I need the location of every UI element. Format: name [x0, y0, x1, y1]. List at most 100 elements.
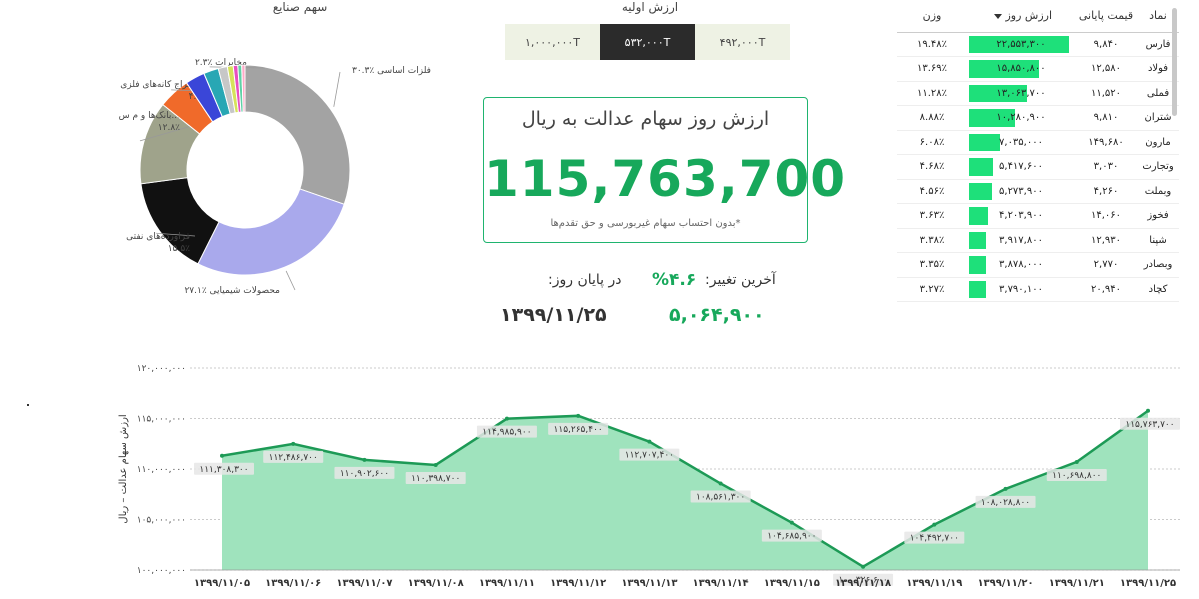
data-point[interactable]: [861, 564, 866, 569]
donut-slice[interactable]: [244, 64, 351, 205]
data-point[interactable]: [362, 457, 367, 462]
donut-leader-line: [333, 71, 341, 107]
data-label-bg: [975, 495, 1036, 508]
row-weight: ۱۹.۴۸٪: [897, 32, 967, 57]
table-row[interactable]: وتجارت ۳,۰۳۰ ۵,۴۱۷,۶۰۰ ۴.۶۸٪: [897, 154, 1179, 180]
data-point[interactable]: [1003, 486, 1008, 491]
table-row[interactable]: وبصادر ۲,۷۷۰ ۳,۸۷۸,۰۰۰ ۳.۳۵٪: [897, 252, 1179, 278]
data-label-bg: [263, 450, 324, 463]
row-price: ۱۲,۵۸۰: [1075, 56, 1137, 82]
initial-value-selector: ۱,۰۰۰,۰۰۰T ۵۳۲,۰۰۰T ۴۹۲,۰۰۰T: [505, 24, 790, 60]
donut-slice-label: فراورده‌های نفتی: [126, 232, 190, 242]
table-row[interactable]: مارون ۱۴۹,۶۸۰ ۷,۰۳۵,۰۰۰ ۶.۰۸٪: [897, 130, 1179, 155]
row-value-bar: [969, 60, 1040, 78]
row-price: ۱۱,۵۲۰: [1075, 81, 1137, 106]
header-price[interactable]: قیمت پایانی: [1075, 0, 1137, 33]
row-price: ۳,۰۳۰: [1075, 154, 1137, 180]
row-symbol: وبصادر: [1137, 252, 1179, 278]
row-weight: ۴.۵۶٪: [897, 179, 967, 204]
x-tick-label: ۱۳۹۹/۱۱/۰۶: [265, 578, 321, 589]
table-row[interactable]: فخوز ۱۴,۰۶۰ ۴,۲۰۳,۹۰۰ ۳.۶۳٪: [897, 203, 1179, 229]
row-value: ۳,۸۷۸,۰۰۰: [967, 252, 1075, 278]
data-point[interactable]: [291, 441, 296, 446]
header-weight[interactable]: وزن: [897, 0, 967, 33]
table-row[interactable]: فارس ۹,۸۴۰ ۲۲,۵۵۳,۳۰۰ ۱۹.۴۸٪: [897, 32, 1179, 57]
initial-value-option-492000[interactable]: ۴۹۲,۰۰۰T: [695, 24, 790, 60]
row-symbol: مارون: [1137, 130, 1179, 155]
table-row[interactable]: وبملت ۴,۲۶۰ ۵,۲۷۳,۹۰۰ ۴.۵۶٪: [897, 179, 1179, 204]
row-value: ۱۳,۰۶۳,۷۰۰: [967, 81, 1075, 106]
table-row[interactable]: فولاد ۱۲,۵۸۰ ۱۵,۸۵۰,۸۰۰ ۱۳.۶۹٪: [897, 56, 1179, 82]
y-axis-title: ارزش سهام عدالت – ریال: [118, 414, 129, 523]
donut-leader-line: [139, 124, 196, 142]
fund-value-area-chart: ۱۰۰,۰۰۰,۰۰۰ ۱۰۵,۰۰۰,۰۰۰ ۱۱۰,۰۰۰,۰۰۰ ۱۱۵,۰۰۰…: [118, 364, 1180, 589]
kpi-note: *بدون احتساب سهام غیربورسی و حق تقدم‌ها: [550, 218, 741, 229]
table-row[interactable]: شپنا ۱۲,۹۳۰ ۳,۹۱۷,۸۰۰ ۳.۳۸٪: [897, 228, 1179, 253]
data-point[interactable]: [504, 416, 509, 421]
header-value[interactable]: ارزش روز: [967, 0, 1075, 33]
data-label-bg: [548, 422, 609, 435]
row-symbol: وتجارت: [1137, 154, 1179, 180]
x-tick-label: ۱۳۹۹/۱۱/۱۴: [693, 578, 749, 589]
row-value-bar: [969, 35, 1069, 53]
row-value: ۱۵,۸۵۰,۸۰۰: [967, 56, 1075, 82]
data-point[interactable]: [718, 481, 723, 486]
data-label: ۱۱۲,۷۰۷,۴۰۰: [625, 451, 674, 461]
end-of-day-value: ۵,۰۶۴,۹۰۰: [669, 304, 765, 326]
row-value-label: ۳,۹۱۷,۸۰۰: [999, 234, 1043, 246]
table-row[interactable]: شتران ۹,۸۱۰ ۱۰,۲۸۰,۹۰۰ ۸.۸۸٪: [897, 105, 1179, 131]
data-point[interactable]: [789, 520, 794, 525]
data-label-bg: [405, 471, 466, 484]
data-label-bg: [904, 531, 965, 544]
row-value: ۷,۰۳۵,۰۰۰: [967, 130, 1075, 155]
y-tick-label: ۱۰۰,۰۰۰,۰۰۰: [137, 566, 186, 576]
header-value-label: ارزش روز: [1005, 9, 1053, 23]
donut-slice[interactable]: [241, 64, 246, 113]
data-label: ۱۱۱,۳۰۸,۳۰۰: [199, 465, 248, 475]
row-value-label: ۷,۰۳۵,۰۰۰: [999, 136, 1043, 148]
last-change-label: آخرین تغییر:: [705, 272, 776, 288]
row-weight: ۱۱.۲۸٪: [897, 81, 967, 106]
table-scrollbar[interactable]: [1172, 8, 1177, 116]
row-weight: ۳.۳۵٪: [897, 252, 967, 278]
x-tick-label: ۱۳۹۹/۱۱/۲۰: [977, 578, 1033, 589]
row-price: ۴,۲۶۰: [1075, 179, 1137, 204]
data-label-bg: [761, 529, 822, 542]
stock-table-panel: نماد قیمت پایانی ارزش روز وزن فارس ۹,۸۴۰ ۲…: [897, 0, 1179, 320]
row-value-bar: [969, 280, 986, 298]
x-tick-label: ۱۳۹۹/۱۱/۱۱: [479, 578, 535, 589]
row-symbol: فخوز: [1137, 203, 1179, 229]
x-tick-label: ۱۳۹۹/۱۱/۰۸: [408, 578, 464, 589]
donut-slice[interactable]: [197, 188, 345, 276]
data-point[interactable]: [1146, 408, 1150, 413]
x-tick-label: ۱۳۹۹/۱۱/۲۵: [1120, 578, 1176, 589]
data-label: ۱۰۰,۳۲۶,۶۰۰: [838, 576, 887, 586]
stock-table: نماد قیمت پایانی ارزش روز وزن فارس ۹,۸۴۰ ۲…: [897, 0, 1179, 302]
data-point[interactable]: [576, 413, 581, 418]
last-change-value: %۴.۶: [652, 270, 697, 290]
row-value-label: ۱۰,۲۸۰,۹۰۰: [996, 112, 1046, 124]
row-value-bar: [969, 256, 987, 274]
initial-value-option-532000[interactable]: ۵۳۲,۰۰۰T: [600, 24, 695, 60]
sort-desc-icon[interactable]: [993, 13, 1002, 19]
donut-slice-label: استخراج کانه‌های فلزی: [120, 80, 206, 90]
y-tick-label: ۱۰۵,۰۰۰,۰۰۰: [137, 516, 186, 526]
data-point[interactable]: [220, 453, 224, 458]
data-label-bg: [1046, 468, 1107, 481]
data-point[interactable]: [433, 462, 438, 467]
row-weight: ۸.۸۸٪: [897, 105, 967, 131]
data-point[interactable]: [932, 522, 937, 527]
donut-slice-percent: ۱۵.۵٪: [168, 244, 190, 254]
table-row[interactable]: کچاد ۲۰,۹۴۰ ۳,۷۹۰,۱۰۰ ۳.۲۷٪: [897, 277, 1179, 302]
data-point[interactable]: [647, 439, 652, 444]
data-label: ۱۱۰,۹۰۲,۶۰۰: [340, 469, 389, 479]
initial-value-option-1000000[interactable]: ۱,۰۰۰,۰۰۰T: [505, 24, 600, 60]
area-fill: [222, 410, 1148, 570]
row-value-label: ۳,۷۹۰,۱۰۰: [999, 283, 1043, 295]
table-row[interactable]: فملی ۱۱,۵۲۰ ۱۳,۰۶۳,۷۰۰ ۱۱.۲۸٪: [897, 81, 1179, 106]
stray-dot: [27, 404, 29, 406]
row-value-bar: [969, 84, 1027, 102]
data-point[interactable]: [1074, 459, 1079, 464]
row-price: ۹,۸۴۰: [1075, 32, 1137, 57]
row-price: ۱۴,۰۶۰: [1075, 203, 1137, 229]
